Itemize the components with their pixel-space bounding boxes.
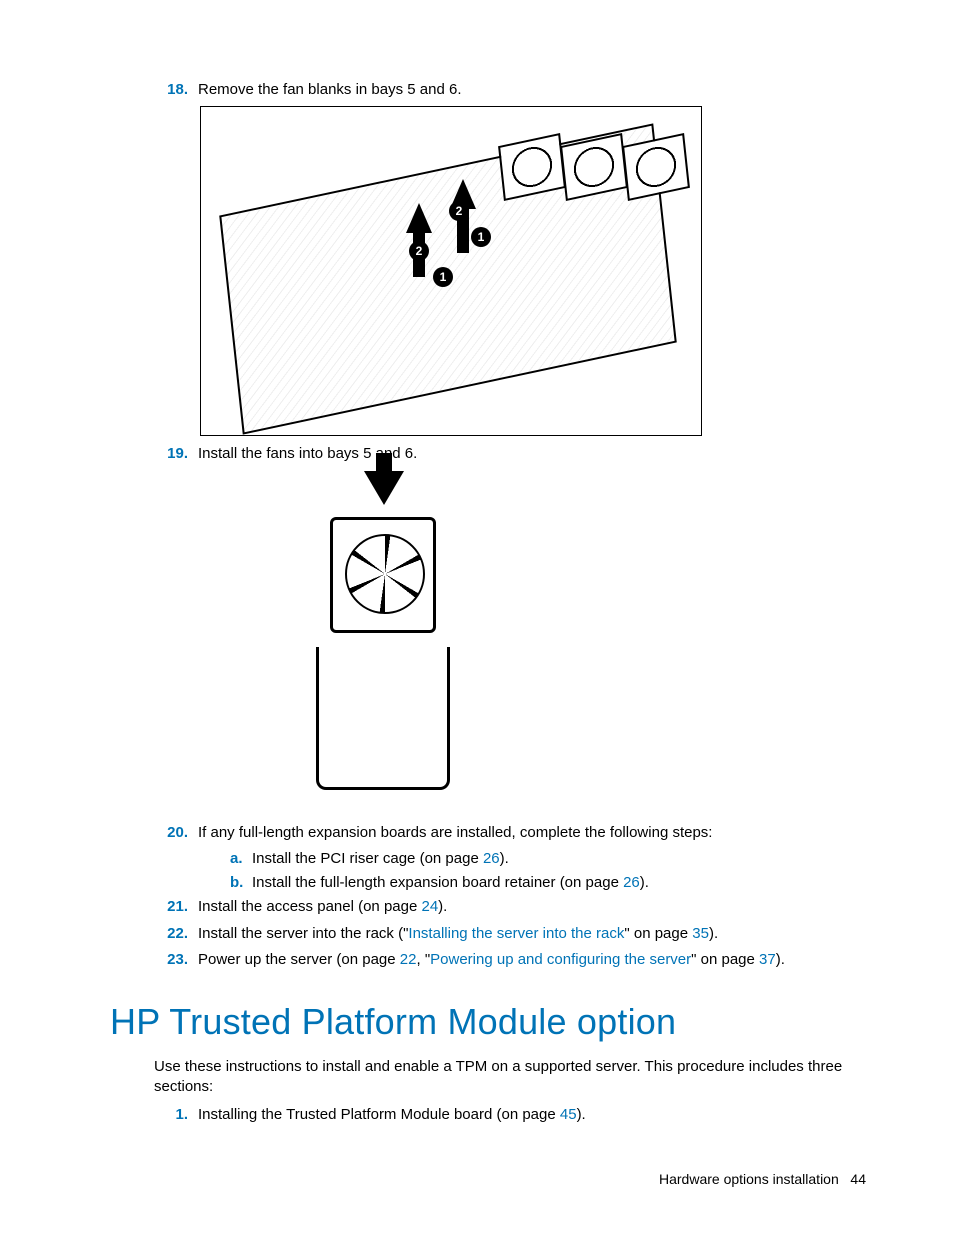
fan-module <box>330 517 436 633</box>
text: " on page <box>624 925 692 942</box>
step-18: 18. Remove the fan blanks in bays 5 and … <box>154 80 866 100</box>
step-number: 20. <box>154 823 198 843</box>
xref-link[interactable]: Powering up and configuring the server <box>430 951 691 968</box>
fan-blades-icon <box>345 534 425 614</box>
text: ). <box>640 874 649 891</box>
page-link[interactable]: 26 <box>483 850 500 867</box>
fan-bay <box>622 133 690 201</box>
fan-carrier <box>316 647 450 790</box>
step-21: 21. Install the access panel (on page 24… <box>154 897 866 917</box>
page-link[interactable]: 45 <box>560 1106 577 1123</box>
tpm-step-1: 1. Installing the Trusted Platform Modul… <box>154 1105 866 1125</box>
text: ). <box>438 898 447 915</box>
step-20a: a. Install the PCI riser cage (on page 2… <box>230 849 866 869</box>
page-footer: Hardware options installation 44 <box>659 1170 866 1189</box>
figure-install-fan <box>200 471 552 815</box>
page-link[interactable]: 35 <box>692 925 709 942</box>
step-number: 1. <box>154 1105 198 1125</box>
text: Install the full-length expansion board … <box>252 874 623 891</box>
step-22: 22. Install the server into the rack ("I… <box>154 924 866 944</box>
step-text: Install the access panel (on page 24). <box>198 897 866 917</box>
step-text: Install the fans into bays 5 and 6. <box>198 444 866 464</box>
page: 18. Remove the fan blanks in bays 5 and … <box>0 0 954 1235</box>
xref-link[interactable]: Installing the server into the rack <box>408 925 624 942</box>
footer-page-number: 44 <box>850 1171 866 1187</box>
step-number: 23. <box>154 950 198 970</box>
footer-section: Hardware options installation <box>659 1171 839 1187</box>
figure-remove-fan-blanks: 1 2 1 2 <box>200 106 702 436</box>
step-text: Remove the fan blanks in bays 5 and 6. <box>198 80 866 100</box>
step-number: 18. <box>154 80 198 100</box>
text: Installing the Trusted Platform Module b… <box>198 1106 560 1123</box>
text: " on page <box>691 951 759 968</box>
text: ). <box>577 1106 586 1123</box>
step-19: 19. Install the fans into bays 5 and 6. <box>154 444 866 464</box>
page-link[interactable]: 37 <box>759 951 776 968</box>
step-23: 23. Power up the server (on page 22, "Po… <box>154 950 866 970</box>
page-link[interactable]: 22 <box>400 951 417 968</box>
step-text: Install the server into the rack ("Insta… <box>198 924 866 944</box>
step-text: Power up the server (on page 22, "Poweri… <box>198 950 866 970</box>
text: ). <box>709 925 718 942</box>
text: Install the PCI riser cage (on page <box>252 850 483 867</box>
substep-letter: b. <box>230 873 252 893</box>
arrow-icon <box>406 203 432 233</box>
step-number: 21. <box>154 897 198 917</box>
step-text: If any full-length expansion boards are … <box>198 823 866 843</box>
text: , " <box>416 951 430 968</box>
step-20b: b. Install the full-length expansion boa… <box>230 873 866 893</box>
page-link[interactable]: 26 <box>623 874 640 891</box>
section-intro: Use these instructions to install and en… <box>154 1057 866 1098</box>
text: Install the access panel (on page <box>198 898 421 915</box>
substep-letter: a. <box>230 849 252 869</box>
arrow-down-icon <box>364 471 404 505</box>
step-text: Installing the Trusted Platform Module b… <box>198 1105 866 1125</box>
text: ). <box>776 951 785 968</box>
step-number: 19. <box>154 444 198 464</box>
step-20: 20. If any full-length expansion boards … <box>154 823 866 843</box>
substep-text: Install the PCI riser cage (on page 26). <box>252 849 866 869</box>
step-number: 22. <box>154 924 198 944</box>
text: Install the server into the rack (" <box>198 925 408 942</box>
page-link[interactable]: 24 <box>421 898 438 915</box>
text: ). <box>500 850 509 867</box>
text: Power up the server (on page <box>198 951 400 968</box>
substep-text: Install the full-length expansion board … <box>252 873 866 893</box>
section-heading: HP Trusted Platform Module option <box>110 998 866 1047</box>
